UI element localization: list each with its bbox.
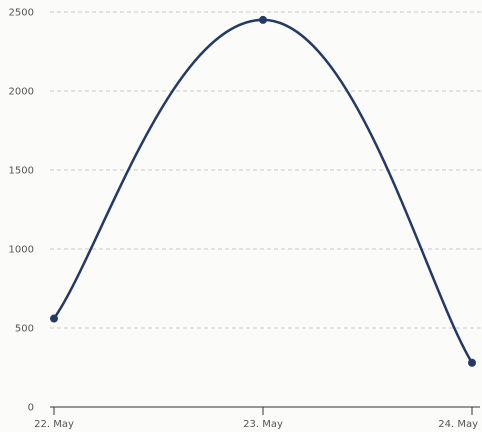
data-point[interactable] [468, 358, 476, 367]
x-tick-label: 23. May [243, 419, 283, 430]
y-tick-label: 1500 [9, 166, 34, 177]
data-point[interactable] [50, 314, 58, 323]
x-tick-label: 22. May [34, 419, 74, 430]
grid-lines [50, 11, 482, 329]
y-tick-label: 1000 [9, 245, 34, 256]
x-axis-ticks: 22. May 23. May 24. May [34, 407, 478, 430]
x-tick-label: 24. May [438, 419, 478, 430]
y-tick-label: 0 [28, 403, 34, 414]
series-line [52, 18, 474, 365]
y-tick-label: 2500 [9, 8, 34, 19]
series-layer [50, 15, 476, 367]
data-point[interactable] [259, 15, 267, 24]
y-tick-label: 500 [15, 324, 34, 335]
y-tick-label: 2000 [9, 87, 34, 98]
y-axis-ticks: 0 500 1000 1500 2000 2500 [9, 8, 34, 414]
